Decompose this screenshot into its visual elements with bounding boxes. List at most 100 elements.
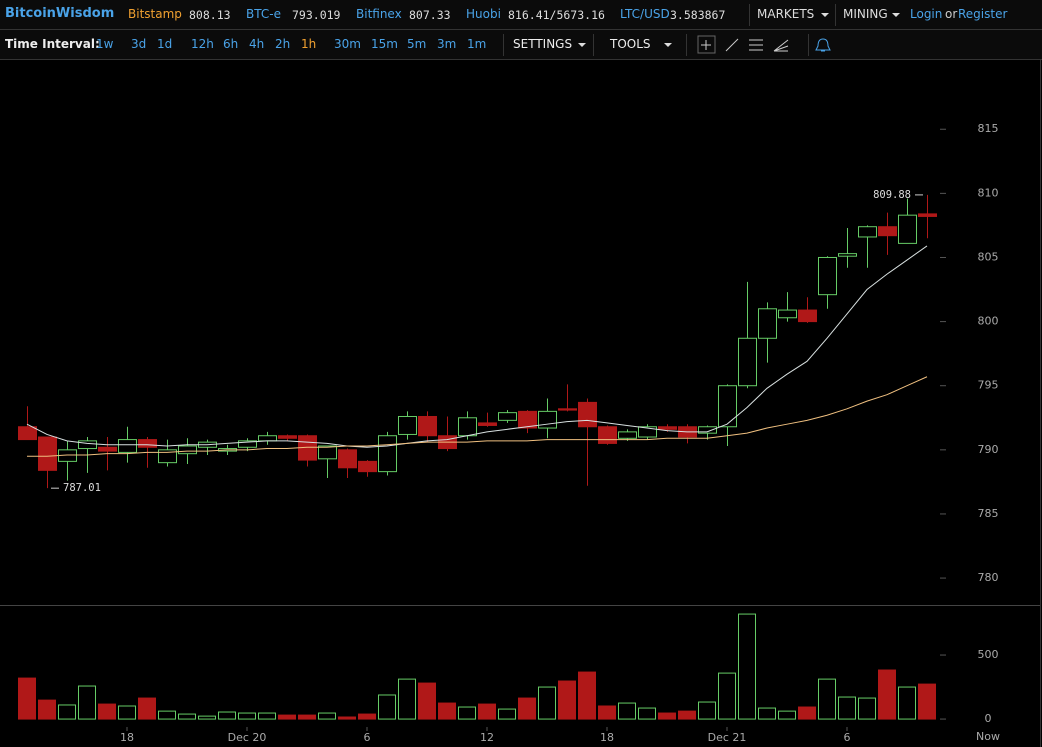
volume-bar [658,712,676,720]
interval-option[interactable]: 1d [157,37,173,51]
volume-bar [178,713,196,720]
separator [593,34,594,56]
tools-menu[interactable]: TOOLS [610,37,651,51]
exchange-name[interactable]: LTC/USD [620,7,670,21]
volume-bar [518,697,536,720]
volume-bar [758,707,776,720]
login-link[interactable]: Login [910,7,943,21]
separator [503,34,504,56]
volume-bar [918,683,936,720]
toolbar: Time Interval: 1w 3d 1d 12h 6h 4h 2h 1h 30m 15m 5m… [0,30,1042,60]
interval-option[interactable]: 2h [275,37,291,51]
candle-body [758,308,777,339]
candle-body [98,446,117,452]
volume-bar [718,672,736,720]
x-tick-label: Dec 20 [228,731,267,744]
caret [664,43,672,51]
candle-body [418,415,437,437]
volume-bar [298,714,316,720]
x-tick-label: 6 [844,731,851,744]
hline-tool[interactable] [749,39,763,51]
volume-bar [498,708,516,720]
y-tick-label: 800 [978,315,999,328]
alert-tool[interactable] [815,38,831,52]
caret [578,43,586,51]
interval-option[interactable]: 4h [249,37,265,51]
volume-bar [338,716,356,720]
interval-option[interactable]: 30m [334,37,361,51]
volume-bar [858,697,876,720]
candle-body [778,309,797,319]
exchange-name[interactable]: Bitstamp [128,7,182,21]
candle-body [158,449,177,464]
interval-option[interactable]: 12h [191,37,214,51]
interval-option[interactable]: 3m [437,37,457,51]
candle-body [698,426,717,434]
fan-tool[interactable] [773,39,789,52]
volume-bar [198,715,216,720]
interval-option[interactable]: 1m [467,37,487,51]
volume-bar [698,701,716,720]
volume-bar [98,703,116,720]
candle-body [78,440,97,450]
candle-body [718,385,737,428]
candle-body [278,435,297,439]
interval-option[interactable]: 1w [96,37,114,51]
exchange-price: 816.41/5673.16 [508,8,605,22]
volume-tick-label: 500 [978,648,999,661]
tool-icons [697,35,831,54]
now-label: Now [976,730,1000,743]
volume-bar [158,710,176,720]
candle-body [258,435,277,442]
interval-option[interactable]: 3d [131,37,147,51]
volume-bar [38,699,56,720]
candle-body [38,436,57,471]
volume-bar [478,703,496,720]
interval-option[interactable]: 15m [371,37,398,51]
y-tick-label: 785 [978,507,999,520]
candle-body [538,410,557,429]
volume-bar [438,702,456,720]
x-tick-label: 6 [364,731,371,744]
separator [749,4,750,26]
interval-option[interactable]: 5m [407,37,427,51]
separator [686,34,687,56]
y-tick-label: 790 [978,443,999,456]
exchange-name[interactable]: Bitfinex [356,7,402,21]
candle-body [638,426,657,438]
volume-bar [118,705,136,720]
candle-body [558,408,577,411]
x-tick-label: Dec 21 [708,731,747,744]
volume-bar [238,712,256,720]
candle-body [118,439,137,453]
x-tick-label: 18 [120,731,134,744]
settings-menu[interactable]: SETTINGS [513,37,573,51]
annotation-label: 787.01 [63,482,101,494]
candle-body [598,426,617,444]
candle-body [858,226,877,238]
y-tick-label: 780 [978,571,999,584]
moving-average [27,376,928,457]
register-link[interactable]: Register [958,7,1008,21]
candle-body [398,415,417,435]
menu[interactable]: MINING [843,7,888,21]
caret [892,13,900,21]
caret [821,13,829,21]
candle-body [18,426,37,441]
volume-bar [798,706,816,720]
interval-option[interactable]: 1h [301,37,317,51]
exchange-name[interactable]: Huobi [466,7,501,21]
menu[interactable]: MARKETS [757,7,815,21]
y-tick-label: 795 [978,379,999,392]
interval-option[interactable]: 6h [223,37,239,51]
crosshair-tool[interactable] [697,35,716,54]
x-tick-label: 12 [480,731,494,744]
exchange-name[interactable]: BTC-e [246,7,281,21]
volume-bar [58,704,76,720]
brand[interactable]: BitcoinWisdom [5,6,115,21]
top-bar: BitcoinWisdom Bitstamp 808.13 BTC-e 793.019… [0,0,1042,30]
line-tool[interactable] [725,38,739,52]
candle-body [378,435,397,473]
volume-bar [398,678,416,720]
candle-body [838,253,857,257]
